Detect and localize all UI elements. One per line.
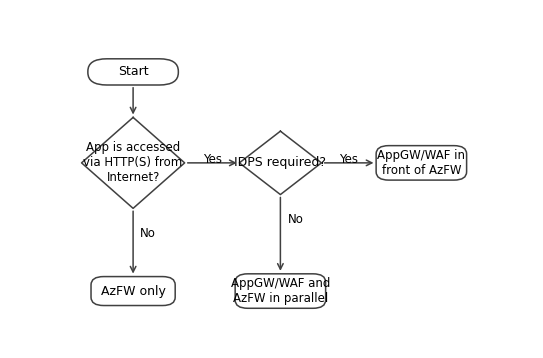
Polygon shape: [81, 117, 185, 208]
FancyBboxPatch shape: [235, 274, 326, 308]
Text: AppGW/WAF in
front of AzFW: AppGW/WAF in front of AzFW: [377, 149, 465, 177]
Text: AzFW only: AzFW only: [100, 285, 166, 297]
Text: App is accessed
via HTTP(S) from
Internet?: App is accessed via HTTP(S) from Interne…: [84, 141, 183, 184]
Text: Yes: Yes: [339, 153, 358, 166]
Text: AppGW/WAF and
AzFW in parallel: AppGW/WAF and AzFW in parallel: [231, 277, 330, 305]
Text: Start: Start: [118, 66, 148, 78]
Text: IDPS required?: IDPS required?: [235, 156, 326, 169]
Text: No: No: [288, 213, 304, 226]
FancyBboxPatch shape: [88, 59, 178, 85]
FancyBboxPatch shape: [376, 146, 466, 180]
FancyBboxPatch shape: [91, 277, 175, 305]
Text: Yes: Yes: [203, 153, 222, 166]
Polygon shape: [239, 131, 321, 195]
Text: No: No: [140, 227, 156, 240]
